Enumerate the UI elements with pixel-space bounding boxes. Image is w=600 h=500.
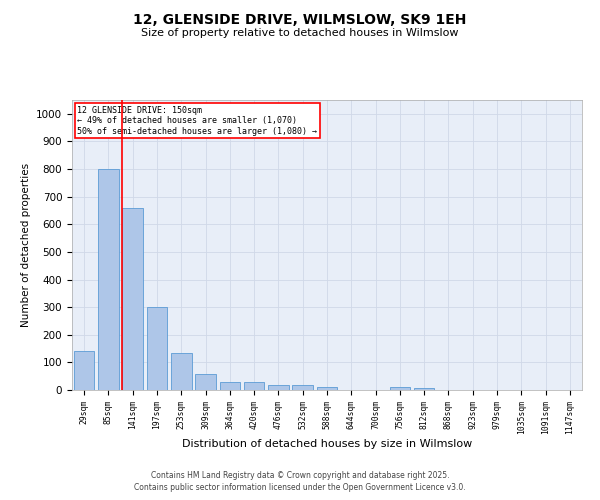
Bar [171,352,191,390]
Bar [268,386,289,390]
Bar [317,387,337,390]
X-axis label: Distribution of detached houses by size in Wilmslow: Distribution of detached houses by size … [182,440,472,450]
Text: Size of property relative to detached houses in Wilmslow: Size of property relative to detached ho… [141,28,459,38]
Text: 12 GLENSIDE DRIVE: 150sqm
← 49% of detached houses are smaller (1,070)
50% of se: 12 GLENSIDE DRIVE: 150sqm ← 49% of detac… [77,106,317,136]
Bar [98,169,119,390]
Bar [122,208,143,390]
Bar [244,382,265,390]
Text: 12, GLENSIDE DRIVE, WILMSLOW, SK9 1EH: 12, GLENSIDE DRIVE, WILMSLOW, SK9 1EH [133,12,467,26]
Bar [292,385,313,390]
Bar [414,388,434,390]
Bar [146,307,167,390]
Text: Contains HM Land Registry data © Crown copyright and database right 2025.
Contai: Contains HM Land Registry data © Crown c… [134,471,466,492]
Bar [195,374,216,390]
Y-axis label: Number of detached properties: Number of detached properties [20,163,31,327]
Bar [74,350,94,390]
Bar [220,382,240,390]
Bar [389,387,410,390]
